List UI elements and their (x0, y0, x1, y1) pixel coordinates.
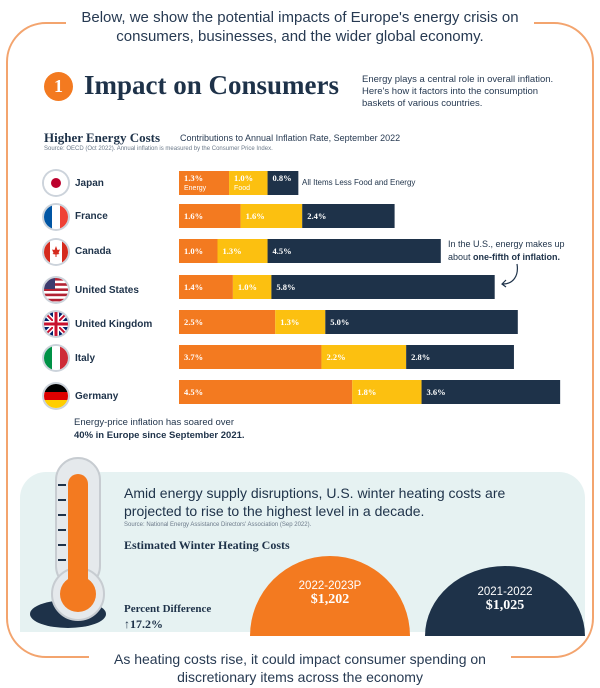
heating-cost-value: $1,202 (310, 592, 350, 607)
bar-label-food-united-states: 1.0% (238, 282, 257, 292)
country-label-france: France (75, 211, 108, 222)
chart-source: Source: OECD (Oct 2022). Annual inflatio… (44, 146, 273, 152)
bar-label-other-italy: 2.8% (411, 352, 430, 362)
bar-other-japan (267, 171, 299, 195)
europe-note-line1: Energy-price inflation has soared over (74, 417, 235, 428)
bar-other-united-states (271, 275, 495, 299)
country-label-canada: Canada (75, 246, 112, 257)
bar-label-energy-united-kingdom: 2.5% (184, 317, 203, 327)
bar-label-other-japan: 0.8% (273, 173, 292, 183)
thermometer-icon (30, 457, 106, 628)
bar-label-energy-japan: 1.3% (184, 173, 203, 183)
bar-energy-france (179, 204, 241, 228)
percent-difference-label: Percent Difference (124, 603, 212, 615)
country-label-italy: Italy (75, 353, 96, 364)
chart-subtitle: Contributions to Annual Inflation Rate, … (180, 133, 401, 143)
flag-italy-icon (44, 346, 68, 370)
outro-text-span: As heating costs rise, it could impact c… (89, 650, 511, 686)
heating-period-label: 2021-2022 (477, 586, 533, 598)
flag-usa-icon (44, 278, 68, 302)
outro-text: As heating costs rise, it could impact c… (0, 650, 600, 686)
bar-food-france (240, 204, 303, 228)
europe-note-line2: 40% in Europe since September 2021. (74, 430, 245, 441)
bar-label-other-united-states: 5.8% (276, 282, 295, 292)
bar-energy-japan (179, 171, 230, 195)
section-title: Impact on Consumers (84, 70, 340, 100)
flag-canada-icon (44, 240, 68, 264)
bar-label-energy-germany: 4.5% (184, 387, 203, 397)
heating-chart-title: Estimated Winter Heating Costs (124, 538, 290, 552)
heating-source: Source: National Energy Assistance Direc… (124, 522, 312, 528)
country-label-united-kingdom: United Kingdom (75, 319, 153, 330)
bar-label-energy-italy: 3.7% (184, 352, 203, 362)
bar-label-food-united-kingdom: 1.3% (280, 317, 299, 327)
bar-other-germany (421, 380, 561, 404)
bar-food-italy (321, 345, 407, 369)
bar-label-energy-canada: 1.0% (184, 246, 203, 256)
bar-label-energy-france: 1.6% (184, 211, 203, 221)
curved-arrow-icon (501, 263, 518, 288)
flag-japan-icon (44, 171, 68, 195)
series-label-energy: Energy (184, 185, 207, 192)
bar-label-food-france: 1.6% (246, 211, 265, 221)
heating-period-label: 2022-2023P (298, 580, 362, 592)
bar-food-united-kingdom (275, 310, 326, 334)
section-number-badge: 1 (44, 72, 73, 101)
europe-inflation-note: Energy-price inflation has soared over 4… (74, 416, 304, 442)
bar-label-other-united-kingdom: 5.0% (330, 317, 349, 327)
bar-energy-united-states (179, 275, 233, 299)
us-note-bold: one-fifth of inflation. (473, 252, 561, 262)
intro-text: Below, we show the potential impacts of … (0, 8, 600, 46)
bar-label-other-canada: 4.5% (273, 246, 292, 256)
heating-headline: Amid energy supply disruptions, U.S. win… (124, 485, 506, 519)
bar-label-food-japan: 1.0% (234, 173, 253, 183)
country-label-germany: Germany (75, 391, 119, 402)
intro-text-span: Below, we show the potential impacts of … (66, 8, 534, 46)
bar-food-united-states (232, 275, 272, 299)
bar-energy-canada (179, 239, 218, 263)
bar-label-other-germany: 3.6% (427, 387, 446, 397)
section-description: Energy plays a central role in overall i… (362, 74, 554, 109)
bar-energy-united-kingdom (179, 310, 276, 334)
bar-food-germany (352, 380, 422, 404)
country-label-united-states: United States (75, 285, 139, 296)
bar-other-united-kingdom (325, 310, 518, 334)
bar-food-canada (217, 239, 268, 263)
bar-label-food-germany: 1.8% (357, 387, 376, 397)
flag-germany-icon (44, 384, 68, 408)
flag-france-icon (44, 205, 68, 229)
legend-all-items-label: All Items Less Food and Energy (302, 178, 416, 187)
bar-food-japan (229, 171, 268, 195)
bar-other-italy (406, 345, 514, 369)
bar-energy-italy (179, 345, 322, 369)
bar-other-france (302, 204, 395, 228)
series-label-food: Food (234, 185, 250, 192)
bar-label-food-italy: 2.2% (326, 352, 345, 362)
bar-other-canada (267, 239, 441, 263)
us-energy-note: In the U.S., energy makes up about one-f… (448, 238, 578, 264)
chart-title: Higher Energy Costs (44, 130, 161, 145)
country-label-japan: Japan (75, 178, 104, 189)
bar-label-other-france: 2.4% (307, 211, 326, 221)
heating-cost-value: $1,025 (485, 598, 525, 613)
up-arrow-icon: ↑ (124, 617, 130, 631)
bar-label-energy-united-states: 1.4% (184, 282, 203, 292)
percent-difference-value: ↑17.2% (124, 617, 163, 632)
percent-difference-text: 17.2% (130, 617, 163, 631)
bar-energy-germany (179, 380, 353, 404)
bar-label-food-canada: 1.3% (223, 246, 242, 256)
us-note-text: In the U.S., energy makes up about (448, 239, 565, 262)
